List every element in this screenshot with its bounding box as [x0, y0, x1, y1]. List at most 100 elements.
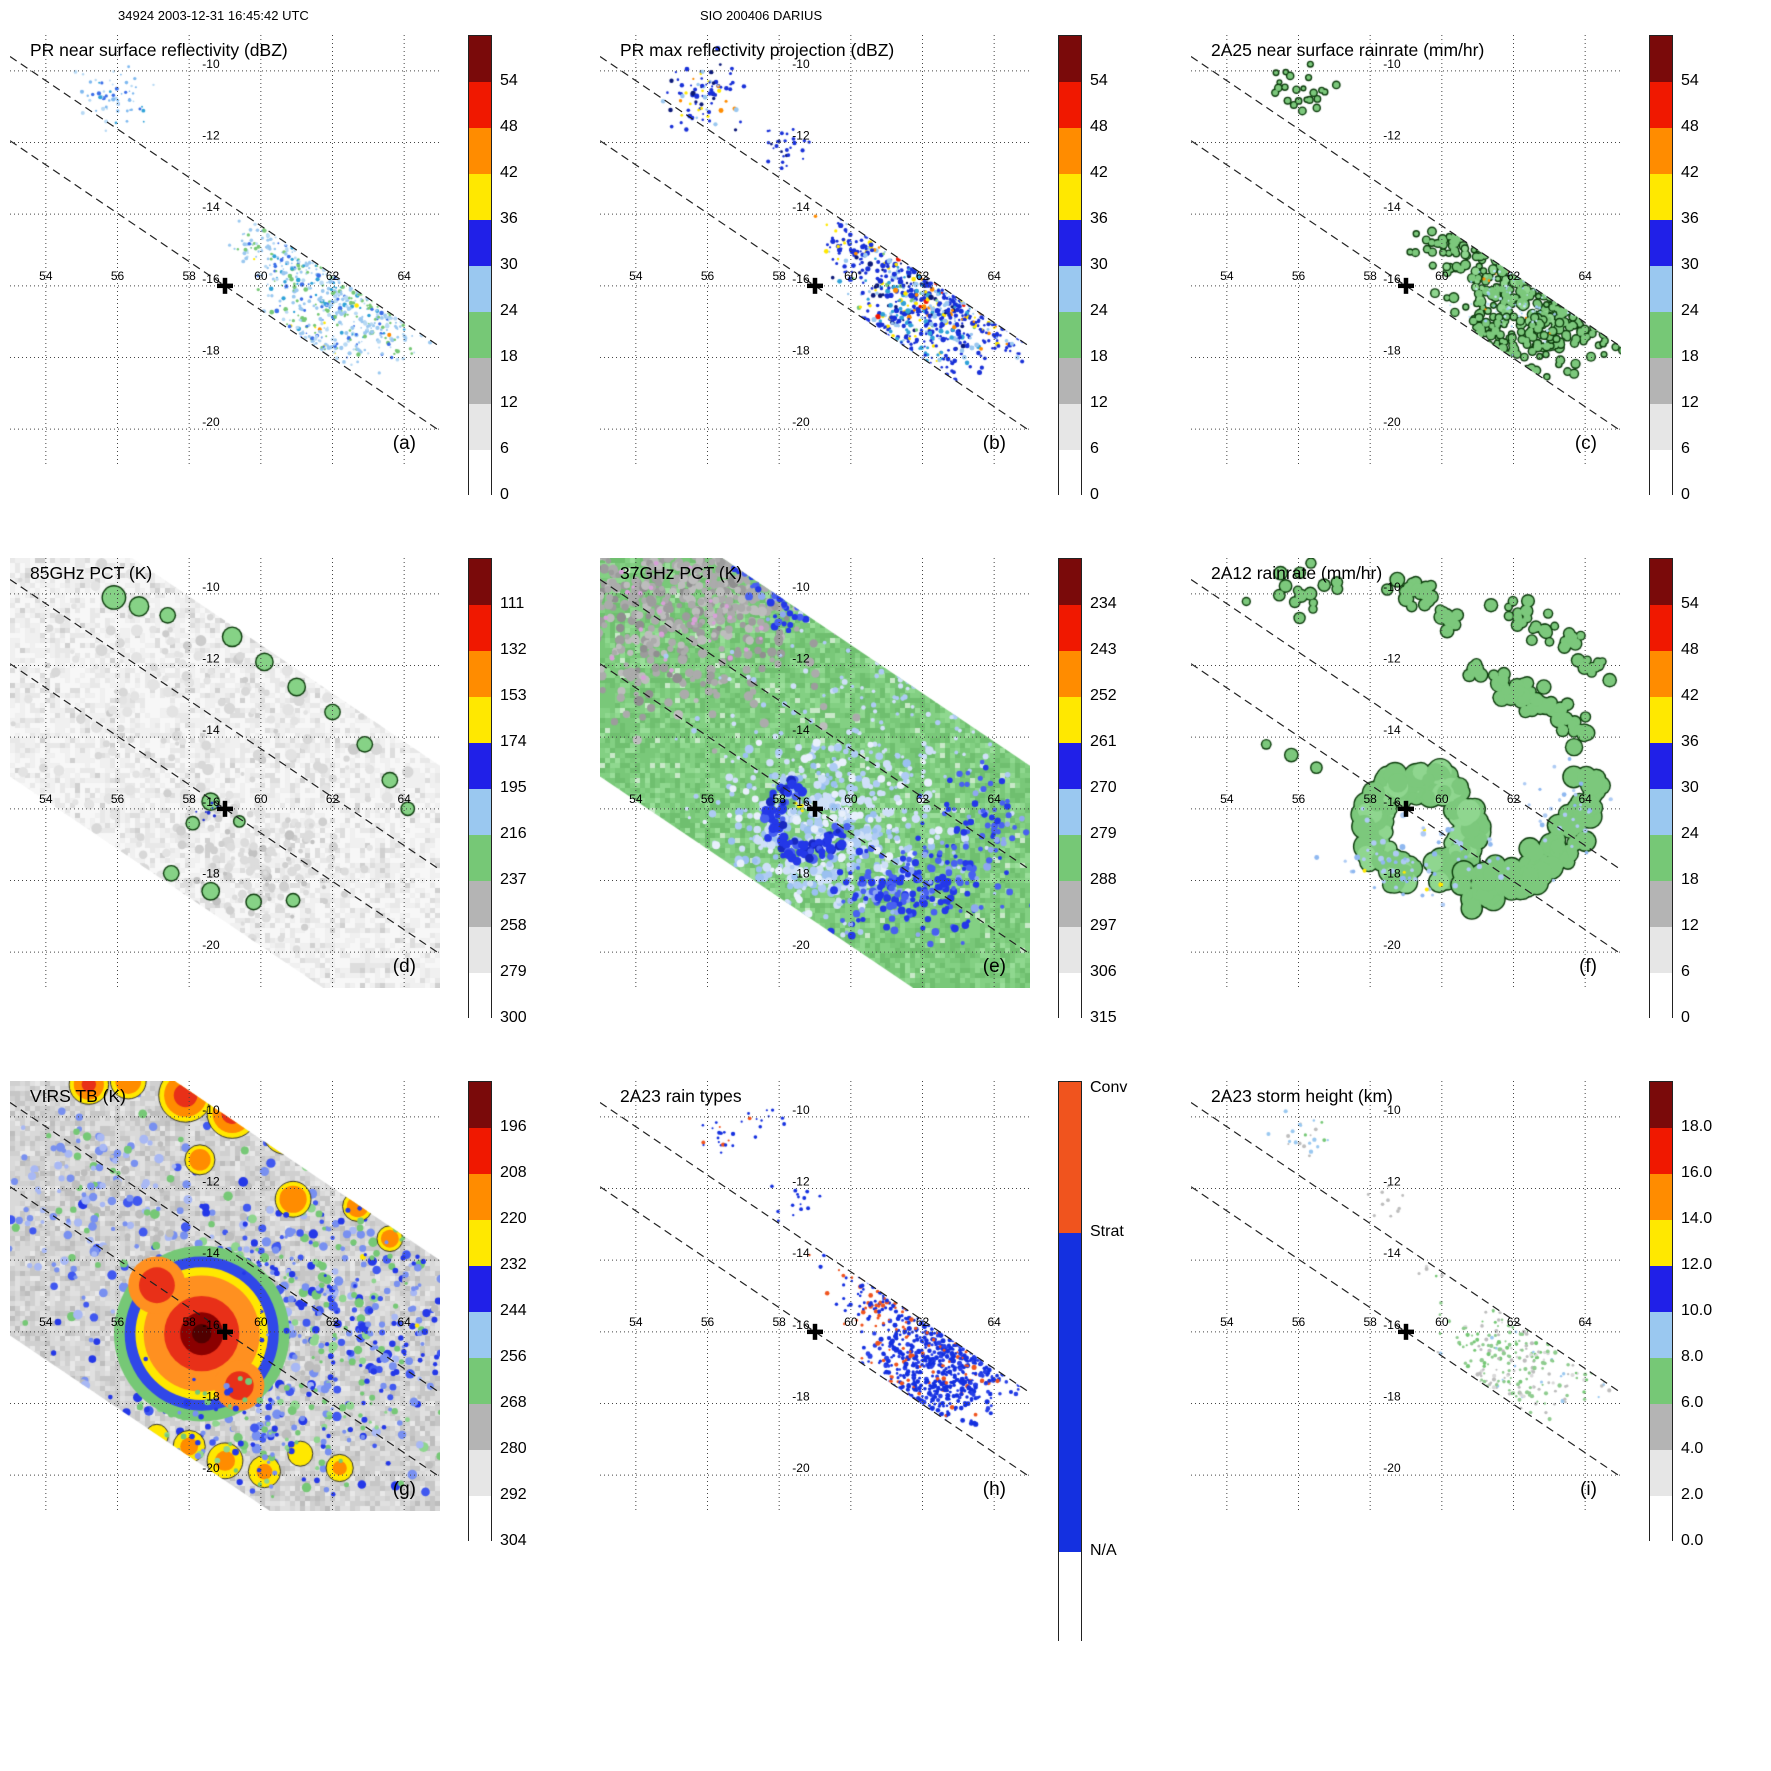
colorbar-segment: [1059, 174, 1081, 220]
lon-tick-label: 62: [326, 1315, 340, 1329]
lon-tick-label: 54: [629, 269, 643, 283]
panel-g-title: VIRS TB (K): [30, 1086, 126, 1106]
colorbar-tick-label: 8.0: [1681, 1348, 1704, 1365]
colorbar-segment: [469, 881, 491, 927]
colorbar-segment: [469, 266, 491, 312]
colorbar-segment: [1650, 789, 1672, 835]
colorbar-segment: [469, 651, 491, 697]
colorbar-g: 304 292 280 268 256 244 232 220 208 196: [468, 1081, 563, 1549]
swath-edge-upper: [1191, 579, 1621, 871]
colorbar-tick-label: 252: [1090, 687, 1117, 704]
colorbar-gradient: [1649, 35, 1673, 496]
lon-tick-label: 60: [844, 792, 858, 806]
panel-b-grid-overlay: 54 56 58 60 62 64 -10 -12 -14 -16 -18 -20: [600, 35, 1030, 465]
colorbar-tick-label: 10.0: [1681, 1302, 1713, 1319]
storm-center-marker: [1398, 277, 1414, 294]
colorbar-tick-label: 18: [1681, 348, 1699, 365]
panel-a: 54 56 58 60 62 64 -10 -12 -14 -16 -18 -20 PR near su…: [10, 35, 440, 465]
colorbar-tick-label: 258: [500, 917, 527, 934]
lat-tick-label: -16: [1383, 272, 1401, 286]
lat-tick-label: -20: [1383, 938, 1401, 952]
storm-center-marker: [217, 277, 233, 294]
colorbar-tick-label: 30: [1681, 779, 1699, 796]
panel-c: 54 56 58 60 62 64 -10 -12 -14 -16 -18 -20 2A25 near …: [1191, 35, 1621, 465]
panel-b: 54 56 58 60 62 64 -10 -12 -14 -16 -18 -20 PR max ref…: [600, 35, 1030, 465]
colorbar-tick-label: 288: [1090, 871, 1117, 888]
colorbar-f: 0 6 12 18 24 30 36 42 48 54: [1649, 558, 1744, 1026]
panel-b-data-field: [600, 35, 1030, 465]
colorbar-tick-label: 18: [1681, 871, 1699, 888]
lon-tick-label: 60: [254, 269, 268, 283]
colorbar-tick-label: 279: [500, 963, 527, 980]
panel-h-title: 2A23 rain types: [620, 1086, 742, 1106]
colorbar-segment: [1650, 1128, 1672, 1174]
colorbar-tick-label: 234: [1090, 595, 1117, 612]
lat-tick-label: -14: [792, 723, 810, 737]
lat-tick-label: -20: [202, 415, 220, 429]
colorbar-segment: [1059, 82, 1081, 128]
colorbar-tick-label: 6: [1681, 963, 1690, 980]
colorbar-segment: [469, 605, 491, 651]
panel-a-grid-overlay: 54 56 58 60 62 64 -10 -12 -14 -16 -18 -20: [10, 35, 440, 465]
lon-tick-label: 62: [916, 1315, 930, 1329]
colorbar-tick-label: 132: [500, 641, 527, 658]
storm-center-marker: [807, 1323, 823, 1340]
colorbar-segment: [1059, 358, 1081, 404]
colorbar-tick-label: 42: [1681, 164, 1699, 181]
lon-tick-label: 58: [1363, 269, 1377, 283]
panel-h-data-field: [600, 1081, 1030, 1511]
colorbar-segment: [1059, 743, 1081, 789]
colorbar-segment: [469, 1312, 491, 1358]
colorbar-tick-label: 54: [500, 72, 518, 89]
colorbar-gradient: [1058, 558, 1082, 1019]
colorbar-tick-label: 18: [500, 348, 518, 365]
colorbar-e: 315 306 297 288 279 270 261 252 243 234: [1058, 558, 1153, 1026]
swath-edge-lower: [600, 1186, 1030, 1478]
colorbar-segment: [1059, 312, 1081, 358]
swath-edge-upper: [1191, 56, 1621, 348]
colorbar-d: 300 279 258 237 216 195 174 153 132 111: [468, 558, 563, 1026]
colorbar-segment: [1059, 973, 1081, 1019]
colorbar-tick-label: 0: [1681, 1009, 1690, 1026]
colorbar-segment: [1059, 128, 1081, 174]
colorbar-tick-label: 292: [500, 1486, 527, 1503]
lon-tick-label: 54: [1220, 1315, 1234, 1329]
colorbar-tick-label: 0: [1090, 486, 1099, 503]
lon-tick-label: 58: [1363, 792, 1377, 806]
lat-tick-label: -16: [1383, 1318, 1401, 1332]
colorbar-tick-label: 111: [500, 595, 525, 612]
colorbar-tick-label: 0.0: [1681, 1532, 1704, 1549]
lat-tick-label: -20: [1383, 1461, 1401, 1475]
colorbar-segment: [1059, 450, 1081, 496]
header-orbit-timestamp: 34924 2003-12-31 16:45:42 UTC: [118, 8, 309, 23]
colorbar-segment: [1650, 651, 1672, 697]
colorbar-tick-label: 261: [1090, 733, 1117, 750]
lat-tick-label: -10: [1383, 580, 1401, 594]
panel-d-letter: (d): [392, 956, 416, 977]
colorbar-segment: [1650, 1266, 1672, 1312]
colorbar-segment: [469, 743, 491, 789]
panel-g-letter: (g): [392, 1479, 416, 1500]
colorbar-segment: [469, 1128, 491, 1174]
storm-center-marker: [807, 277, 823, 294]
lat-tick-label: -10: [202, 580, 220, 594]
panel-e-letter: (e): [982, 956, 1006, 977]
lon-tick-label: 62: [326, 792, 340, 806]
colorbar-segment: [1059, 835, 1081, 881]
colorbar-i: 0.0 2.0 4.0 6.0 8.0 10.0 12.0 14.0 16.0 18.0: [1649, 1081, 1744, 1549]
lon-tick-label: 54: [1220, 792, 1234, 806]
colorbar-tick-label: 270: [1090, 779, 1117, 796]
colorbar-gradient: [468, 558, 492, 1019]
colorbar-tick-label: 48: [1090, 118, 1108, 135]
storm-center-marker: [217, 800, 233, 817]
colorbar-segment: [469, 1082, 491, 1128]
lat-tick-label: -10: [792, 580, 810, 594]
lat-tick-label: -16: [202, 272, 220, 286]
colorbar-tick-label: 297: [1090, 917, 1117, 934]
lon-tick-label: 62: [1507, 269, 1521, 283]
colorbar-segment: [469, 1450, 491, 1496]
colorbar-tick-label: 280: [500, 1440, 527, 1457]
panel-e-data-field: [600, 558, 1030, 988]
colorbar-segment: [469, 835, 491, 881]
lat-tick-label: -10: [1383, 57, 1401, 71]
